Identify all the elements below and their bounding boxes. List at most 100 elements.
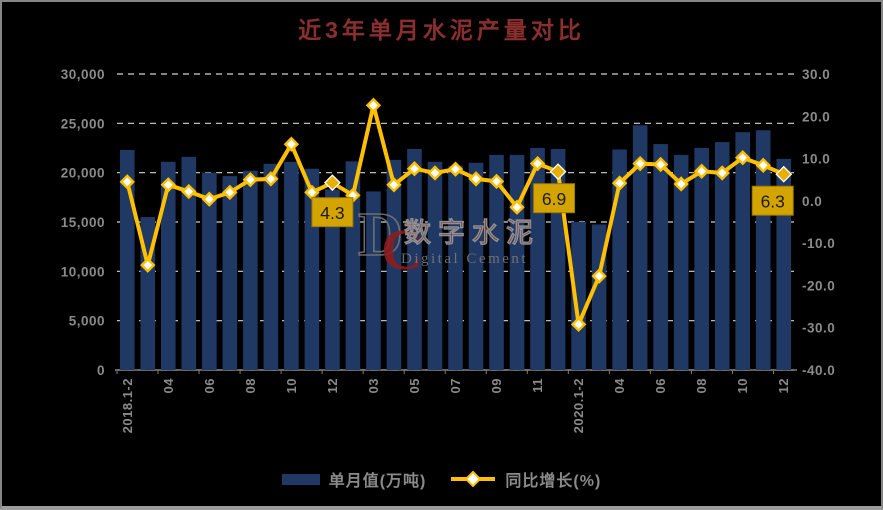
watermark-cn: 数字水泥 [404,217,540,248]
chart-title: 近3年单月水泥产量对比 [298,17,585,43]
x-axis-label-06: 06 [202,378,217,393]
y-axis-right-label: 20.0 [802,109,830,124]
highlight-marker-2020.12 [775,165,793,183]
marker-2020.07 [673,176,689,192]
marker-2019.11 [529,155,546,172]
y-axis-left-label: 5,000 [69,314,105,329]
bar-2020.1-2 [571,222,586,370]
bar-swatch [281,473,320,485]
marker-2019.03 [365,97,382,113]
y-axis-right-label: -20.0 [802,278,835,293]
highlight-marker-2018.12 [323,174,341,192]
watermark-en: Digital Cement [401,251,528,267]
marker-2018.10 [283,136,300,152]
marker-2018.09 [263,171,279,187]
x-axis-label-12: 12 [776,378,791,393]
y-axis-left-label: 25,000 [61,116,105,131]
bar-2019.05 [407,148,422,370]
y-axis-right-label: 0.0 [802,194,822,209]
highlight-marker-2019.12 [549,163,567,181]
x-axis-label-11: 11 [530,378,545,393]
bar-2018.05 [181,156,197,370]
bar-2019.09 [489,154,504,370]
x-axis-label-08: 08 [243,378,258,393]
marker-2018.07 [222,184,238,201]
legend-diamond-icon [464,471,482,487]
legend-label-bar: 单月值(万吨) [328,473,427,490]
data-label-box-6.3 [751,185,794,216]
y-axis-left-label: 30,000 [61,67,105,82]
data-label-4.3: 4.3 [320,203,344,223]
legend-item-bar: 单月值(万吨) [281,467,427,491]
y-axis-left-label: 15,000 [61,215,105,230]
marker-2020.1-2 [570,316,587,333]
marker-2018.03 [140,257,156,273]
marker-2018.05 [181,183,197,200]
bar-2018.08 [243,170,258,370]
marker-2019.04 [386,177,402,193]
y-axis-left-label: 0 [97,363,105,378]
marker-2018.04 [160,177,176,193]
line-diamond-swatch [451,471,496,487]
marker-2019.06 [427,165,443,181]
marker-2019.05 [406,161,423,177]
bar-2019.08 [468,162,484,370]
data-label-box-6.9 [533,183,576,214]
y-axis-left-label: 10,000 [61,264,105,279]
x-axis-label-2018.1-2: 2018.1-2 [120,378,135,433]
x-axis-label-04: 04 [612,378,627,394]
marker-2020.06 [652,156,669,173]
marker-2018.08 [242,172,259,188]
data-label-6.9: 6.9 [542,189,566,209]
y-axis-right-label: -40.0 [802,363,835,378]
bar-2020.06 [653,144,668,370]
x-axis-label-10: 10 [735,378,750,393]
x-axis-label-07: 07 [448,378,463,393]
bar-2018.09 [263,163,279,370]
marker-2020.05 [632,155,648,172]
x-axis-label-10: 10 [284,378,299,393]
watermark-logo-c-icon: C [381,217,423,282]
marker-2018.06 [201,191,218,207]
bar-2019.04 [386,159,402,370]
bar-2018.12 [325,189,340,370]
x-axis-label-03: 03 [366,378,381,393]
y-axis-right-label: -30.0 [802,321,835,336]
watermark-logo-d-icon: D [358,201,403,269]
x-axis-label-06: 06 [653,378,668,393]
bar-2019.11 [530,148,545,370]
marker-2020.04 [611,175,628,191]
bar-2019.03 [366,191,381,370]
bar-2020.09 [714,142,730,370]
x-axis-label-2020.1-2: 2020.1-2 [571,378,586,433]
x-axis-label-09: 09 [489,378,504,393]
x-axis-label-08: 08 [694,378,709,393]
legend-label-line: 同比增长(%) [505,473,602,490]
marker-2020.03 [591,268,607,284]
x-axis-label-12: 12 [325,378,340,393]
marker-2019.10 [509,199,525,215]
marker-2020.08 [693,163,710,179]
data-label-box-4.3 [311,197,354,228]
bar-2018.04 [160,161,176,370]
y-axis-right-label: -10.0 [802,236,835,251]
y-axis-left-label: 20,000 [61,166,105,181]
bar-2019.07 [448,165,463,370]
marker-2019.08 [468,171,484,187]
bar-2019.06 [427,161,443,370]
legend: 单月值(万吨) 同比增长(%) [2,464,881,494]
marker-2019.09 [488,173,505,190]
marker-2020.09 [714,165,730,181]
x-axis-label-04: 04 [161,378,176,394]
bar-2020.07 [673,154,689,370]
bar-2018.10 [284,161,299,370]
y-axis-right-label: 10.0 [802,152,830,167]
marker-2020.11 [755,157,771,174]
bar-2020.08 [694,148,709,370]
marker-2020.10 [735,150,751,166]
bar-2018.07 [222,176,238,370]
data-label-6.3: 6.3 [761,192,785,212]
bar-2020.05 [632,125,648,370]
